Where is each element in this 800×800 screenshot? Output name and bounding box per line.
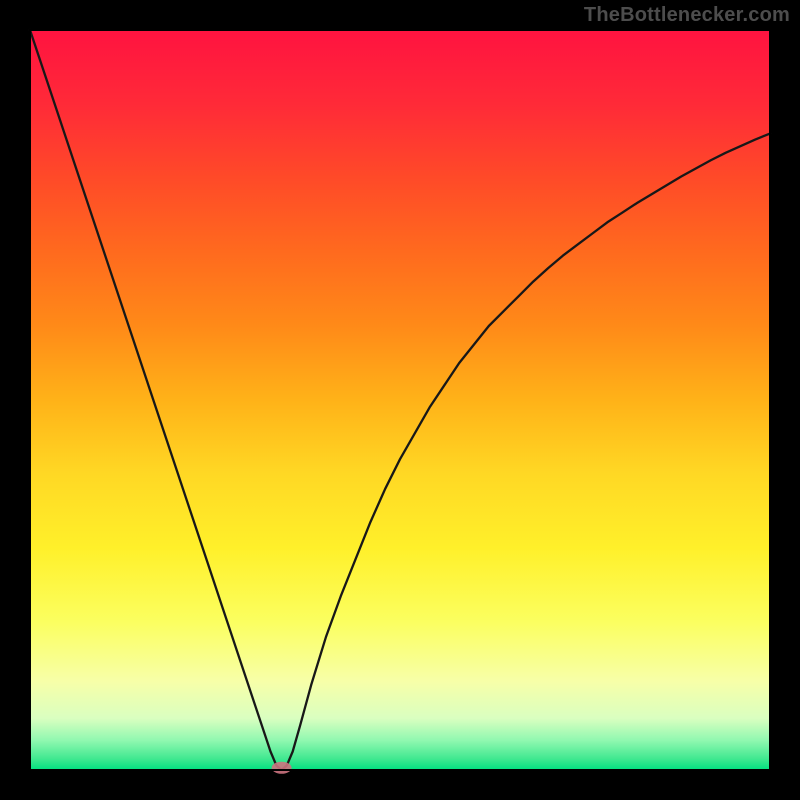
chart-container: TheBottlenecker.com [0,0,800,800]
watermark-text: TheBottlenecker.com [584,4,790,27]
optimum-marker [272,762,292,774]
plot-area [30,30,770,770]
bottleneck-chart [0,0,800,800]
